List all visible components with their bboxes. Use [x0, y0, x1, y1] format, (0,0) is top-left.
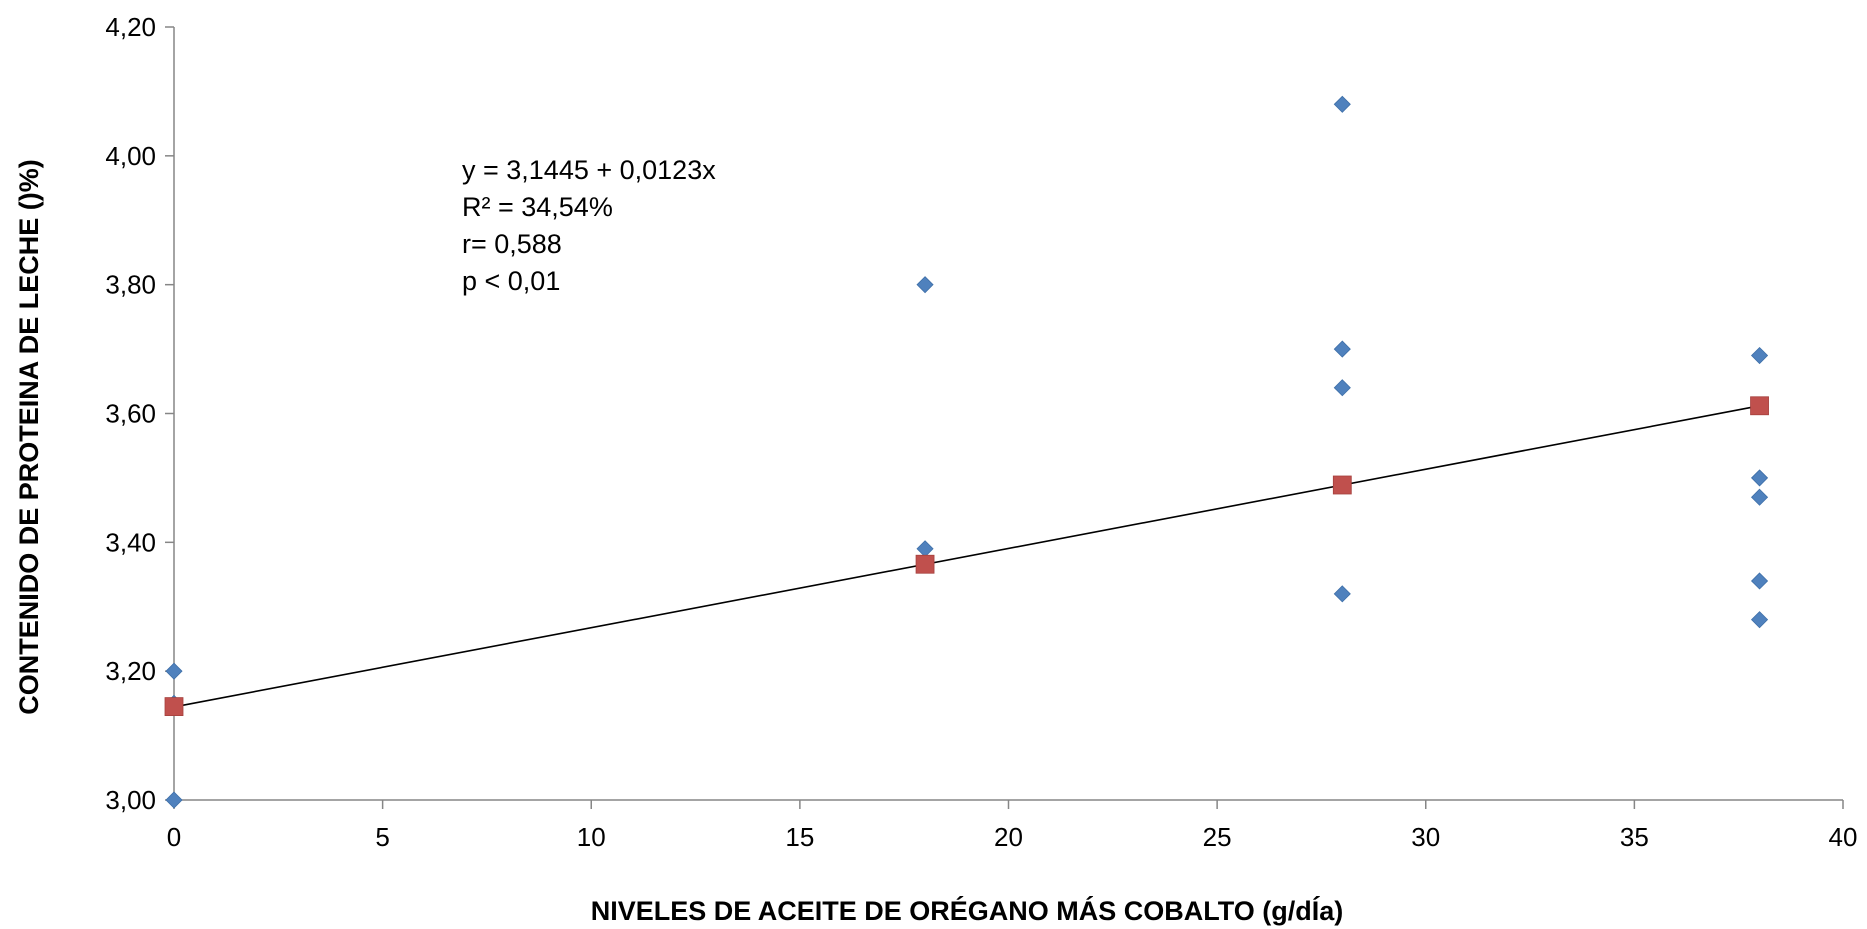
x-tick-label: 15 [785, 822, 814, 852]
observation-point [916, 276, 934, 294]
observation-point [1333, 95, 1351, 113]
x-tick-label: 0 [167, 822, 181, 852]
observation-point [1750, 488, 1769, 506]
annotation-line: r= 0,588 [462, 229, 562, 259]
x-tick-label: 35 [1620, 822, 1649, 852]
trendline [173, 405, 1760, 708]
x-tick-label: 25 [1203, 822, 1232, 852]
y-ticks: 3,00 3,20 3,40 3,60 3,80 4,00 4,20 [105, 12, 174, 815]
observation-point [1750, 611, 1769, 629]
observation-point [1750, 346, 1769, 365]
y-tick-label: 4,00 [105, 141, 156, 171]
mean-point [915, 554, 935, 574]
x-tick-label: 20 [994, 822, 1023, 852]
y-axis-title: CONTENIDO DE PROTEINA DE LECHE ()%) [14, 159, 44, 715]
y-tick-label: 3,40 [105, 527, 156, 557]
x-tick-label: 30 [1411, 822, 1440, 852]
regression-annotation: y = 3,1445 + 0,0123x R² = 34,54% r= 0,588 p… [462, 155, 716, 296]
x-tick-label: 40 [1829, 822, 1858, 852]
y-tick-label: 3,80 [105, 270, 156, 300]
observation-point [1333, 379, 1351, 397]
y-tick-label: 3,60 [105, 399, 156, 429]
observation-point [165, 791, 183, 809]
x-axis-title: NIVELES DE ACEITE DE ORÉGANO MÁS COBALTO… [591, 895, 1344, 926]
observation-point [1750, 572, 1769, 590]
axes [173, 27, 1843, 801]
y-tick-label: 3,00 [105, 785, 156, 815]
mean-point [164, 697, 184, 716]
mean-point [1750, 396, 1769, 416]
observation-point [916, 540, 934, 558]
observation-point [1333, 585, 1351, 603]
x-ticks: 0 5 10 15 20 25 30 35 40 [167, 800, 1858, 852]
observation-point [165, 662, 183, 680]
observation-point [1333, 340, 1351, 358]
data-points [164, 95, 1769, 809]
annotation-line: y = 3,1445 + 0,0123x [462, 155, 716, 185]
y-tick-label: 3,20 [105, 656, 156, 686]
mean-point [1332, 475, 1352, 495]
y-tick-label: 4,20 [105, 12, 156, 42]
observation-point [1750, 469, 1769, 487]
annotation-line: R² = 34,54% [462, 192, 613, 222]
annotation-line: p < 0,01 [462, 266, 560, 296]
x-tick-label: 10 [577, 822, 606, 852]
x-tick-label: 5 [375, 822, 389, 852]
